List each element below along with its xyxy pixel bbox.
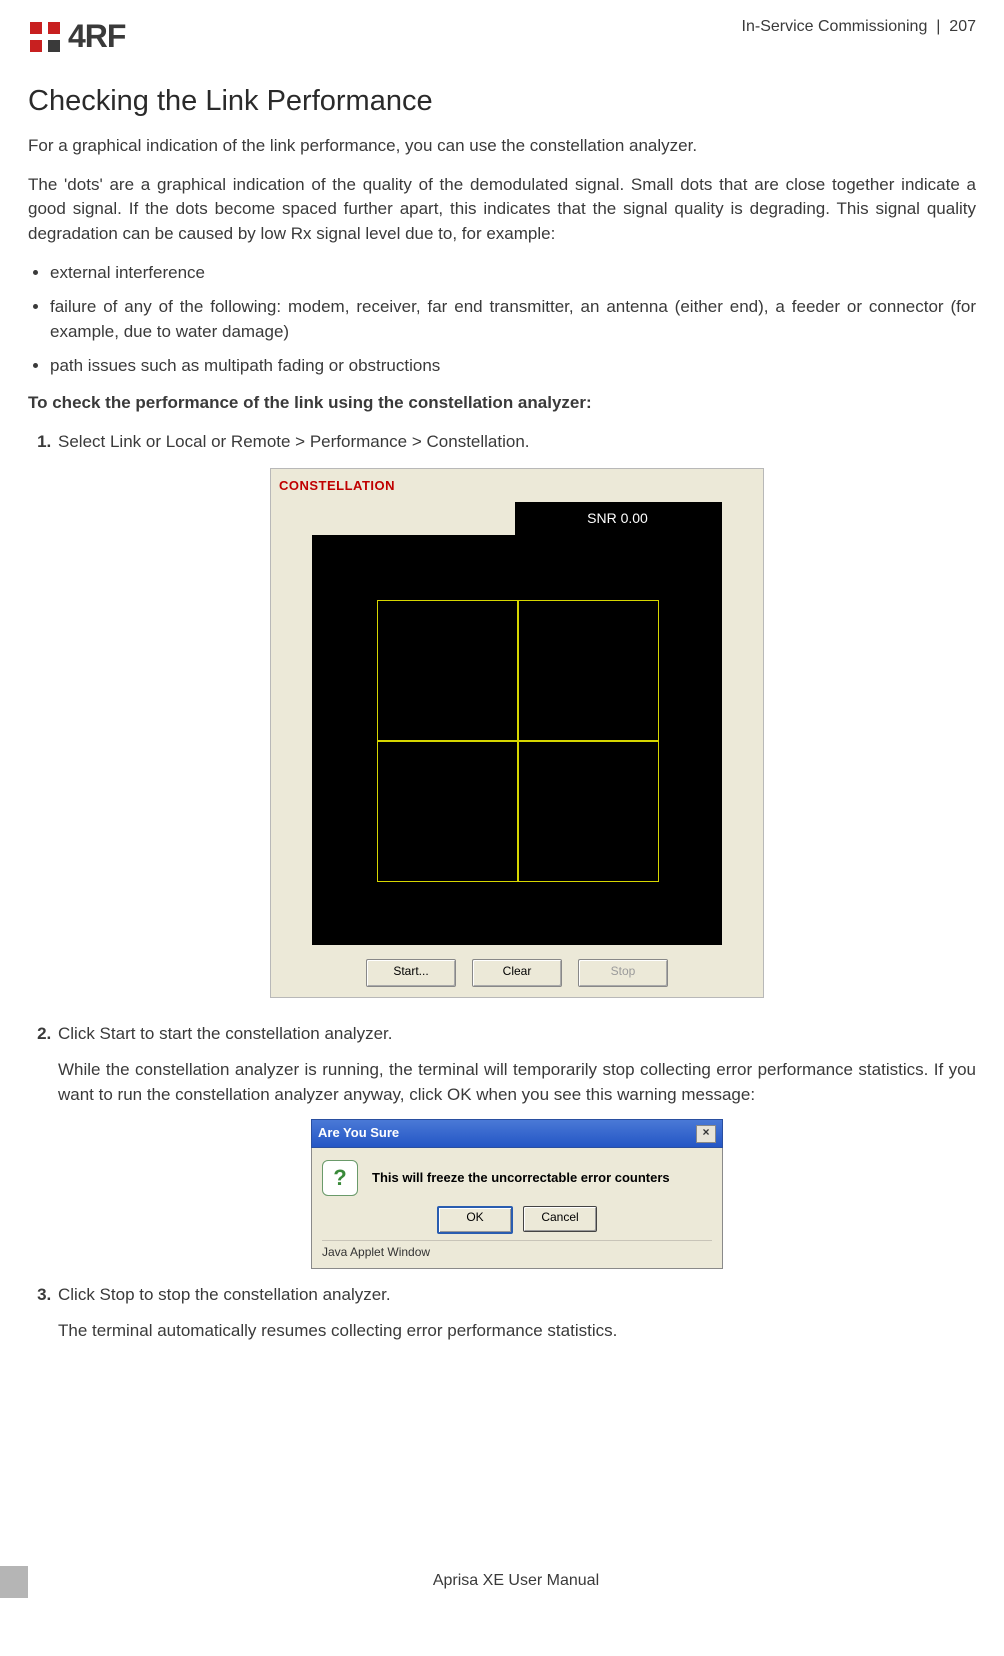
dots-paragraph: The 'dots' are a graphical indication of… <box>28 173 976 247</box>
step-text: While the constellation analyzer is runn… <box>58 1058 976 1107</box>
clear-button[interactable]: Clear <box>472 959 562 987</box>
step-text: Click Stop to stop the constellation ana… <box>58 1283 976 1308</box>
page-header: In-Service Commissioning | 207 <box>742 18 976 36</box>
constellation-title: CONSTELLATION <box>279 477 755 496</box>
list-item: path issues such as multipath fading or … <box>50 354 976 379</box>
step-text: Click Start to start the constellation a… <box>58 1022 976 1047</box>
constellation-plot <box>312 535 722 945</box>
cause-list: external interference failure of any of … <box>28 261 976 380</box>
procedure-list: Select Link or Local or Remote > Perform… <box>28 430 976 1344</box>
confirm-dialog-screenshot: Are You Sure × ? This will freeze the un… <box>311 1119 723 1268</box>
step-3: Click Stop to stop the constellation ana… <box>56 1283 976 1344</box>
cancel-button[interactable]: Cancel <box>523 1206 597 1232</box>
page-footer: Aprisa XE User Manual <box>0 1566 1004 1598</box>
dialog-titlebar: Are You Sure × <box>311 1119 723 1148</box>
dialog-message: This will freeze the uncorrectable error… <box>372 1169 670 1188</box>
list-item: external interference <box>50 261 976 286</box>
page-title: Checking the Link Performance <box>28 85 976 118</box>
logo-icon <box>28 20 62 54</box>
footer-text: Aprisa XE User Manual <box>28 1566 1004 1598</box>
footer-accent <box>0 1566 28 1598</box>
step-text: Select Link or Local or Remote > Perform… <box>58 430 976 455</box>
section-name: In-Service Commissioning <box>742 18 928 35</box>
page-number: 207 <box>949 18 976 35</box>
logo-text: 4RF <box>68 18 125 55</box>
step-text: The terminal automatically resumes colle… <box>58 1319 976 1344</box>
constellation-screenshot: CONSTELLATION SNR 0.00 Start... Clear <box>270 468 764 997</box>
ok-button[interactable]: OK <box>437 1206 513 1234</box>
logo: 4RF <box>28 18 125 55</box>
snr-readout: SNR 0.00 <box>515 502 722 534</box>
stop-button[interactable]: Stop <box>578 959 668 987</box>
procedure-heading: To check the performance of the link usi… <box>28 391 976 416</box>
step-2: Click Start to start the constellation a… <box>56 1022 976 1269</box>
intro-paragraph: For a graphical indication of the link p… <box>28 134 976 159</box>
close-icon[interactable]: × <box>696 1125 716 1143</box>
dialog-status: Java Applet Window <box>322 1240 712 1261</box>
list-item: failure of any of the following: modem, … <box>50 295 976 344</box>
step-1: Select Link or Local or Remote > Perform… <box>56 430 976 998</box>
start-button[interactable]: Start... <box>366 959 456 987</box>
dialog-title: Are You Sure <box>318 1124 399 1143</box>
question-icon: ? <box>322 1160 358 1196</box>
